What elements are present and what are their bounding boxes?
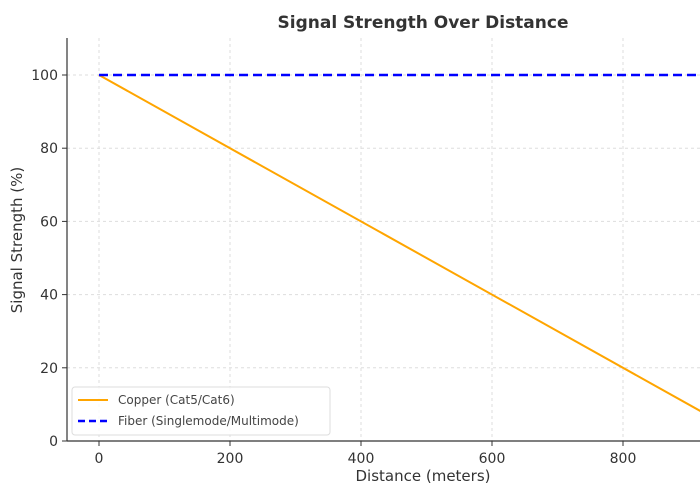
x-tick-label: 400 <box>348 451 375 467</box>
legend: Copper (Cat5/Cat6) Fiber (Singlemode/Mul… <box>71 386 331 436</box>
y-axis-label: Signal Strength (%) <box>8 167 26 313</box>
legend-label-copper: Copper (Cat5/Cat6) <box>118 393 235 407</box>
y-tick-label: 40 <box>40 288 58 304</box>
legend-box <box>71 386 331 436</box>
series-lines <box>98 73 700 412</box>
ticks: 0 200 400 600 800 0 20 40 60 80 100 <box>31 68 636 467</box>
y-tick-label: 0 <box>49 434 58 450</box>
y-tick-label: 80 <box>40 141 58 157</box>
grid <box>67 38 700 442</box>
x-tick-label: 0 <box>95 451 104 467</box>
x-tick-label: 800 <box>610 451 637 467</box>
y-tick-label: 20 <box>40 361 58 377</box>
x-axis-label: Distance (meters) <box>356 467 491 485</box>
legend-label-fiber: Fiber (Singlemode/Multimode) <box>118 414 299 428</box>
chart-title: Signal Strength Over Distance <box>278 13 569 33</box>
y-tick-label: 60 <box>40 214 58 230</box>
y-tick-label: 100 <box>31 68 58 84</box>
x-tick-label: 200 <box>217 451 244 467</box>
series-line-0 <box>98 74 700 412</box>
x-tick-label: 600 <box>479 451 506 467</box>
